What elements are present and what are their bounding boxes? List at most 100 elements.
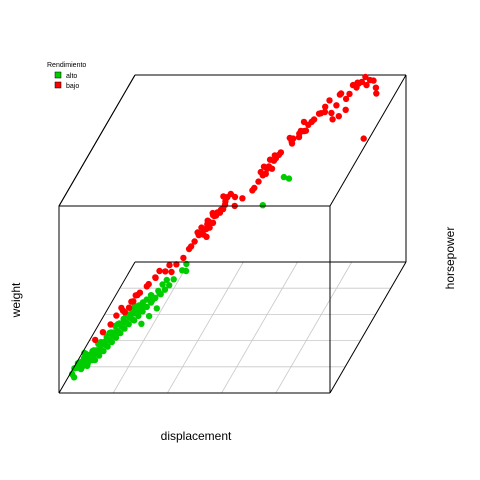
data-point-bajo <box>337 90 345 97</box>
data-point-bajo <box>329 116 336 123</box>
data-point-bajo <box>143 283 150 290</box>
data-point-bajo <box>362 73 369 81</box>
data-point-bajo <box>113 312 120 319</box>
data-point-bajo <box>168 268 175 276</box>
legend-title: Rendimiento <box>47 62 86 69</box>
data-point-alto <box>161 286 169 293</box>
data-point-alto <box>139 308 146 315</box>
data-point-bajo <box>92 336 99 344</box>
data-point-bajo <box>200 231 207 238</box>
x-axis-label: displacement <box>161 429 232 443</box>
box-edge <box>329 261 407 394</box>
data-point-alto <box>104 343 111 350</box>
data-point-bajo <box>206 224 213 231</box>
data-point-alto <box>95 352 103 359</box>
data-point-bajo <box>373 90 380 97</box>
data-point-alto <box>100 347 107 355</box>
data-point-bajo <box>162 268 169 275</box>
data-point-bajo <box>321 108 329 116</box>
data-point-bajo <box>209 211 217 219</box>
legend-label-bajo: bajo <box>66 83 79 90</box>
data-point-alto <box>112 334 120 341</box>
data-point-bajo <box>128 298 135 305</box>
data-point-alto <box>259 202 266 209</box>
data-point-bajo <box>191 238 198 245</box>
data-point-bajo <box>166 261 173 269</box>
data-point-alto <box>138 320 145 327</box>
data-point-bajo <box>271 152 278 159</box>
data-point-bajo <box>346 90 353 98</box>
data-point-alto <box>280 173 288 181</box>
data-point-alto <box>163 276 170 284</box>
data-point-bajo <box>152 274 159 281</box>
data-point-bajo <box>173 261 180 268</box>
data-point-alto <box>121 325 128 332</box>
data-point-alto <box>145 312 153 320</box>
grid-line <box>112 261 190 394</box>
data-point-bajo <box>119 307 127 314</box>
data-points <box>68 73 380 381</box>
legend: Rendimiento alto bajo <box>47 62 86 90</box>
data-point-bajo <box>239 195 246 202</box>
data-point-bajo <box>360 135 367 142</box>
data-point-alto <box>135 312 142 320</box>
data-point-bajo <box>310 116 318 123</box>
data-point-bajo <box>204 217 211 224</box>
data-point-bajo <box>286 134 293 142</box>
data-point-alto <box>108 338 116 346</box>
data-point-bajo <box>366 76 374 84</box>
data-point-bajo <box>125 304 133 311</box>
data-point-bajo <box>221 201 229 208</box>
data-point-bajo <box>333 102 340 109</box>
data-point-alto <box>285 175 293 182</box>
data-point-bajo <box>180 254 187 262</box>
data-point-bajo <box>187 243 195 250</box>
z-axis-label: horsepower <box>443 227 457 290</box>
data-point-bajo <box>107 321 114 328</box>
data-point-alto <box>77 365 85 373</box>
data-point-alto <box>182 267 190 275</box>
data-point-alto <box>70 374 78 381</box>
data-point-bajo <box>156 267 163 275</box>
data-point-bajo <box>363 81 370 89</box>
data-point-alto <box>159 281 166 288</box>
data-point-bajo <box>305 121 312 128</box>
data-point-bajo <box>326 97 333 104</box>
box-edge <box>58 261 136 394</box>
data-point-alto <box>152 294 159 302</box>
y-axis-label: weight <box>9 282 23 318</box>
data-point-bajo <box>322 103 329 111</box>
legend-label-alto: alto <box>66 73 77 80</box>
data-point-alto <box>166 282 173 289</box>
data-point-bajo <box>335 113 342 120</box>
data-point-bajo <box>224 194 231 201</box>
data-point-bajo <box>266 156 274 163</box>
data-point-bajo <box>288 140 296 147</box>
box-edge <box>329 74 407 207</box>
bounding-box-front <box>58 74 407 394</box>
data-point-bajo <box>295 133 303 141</box>
data-point-bajo <box>99 329 107 336</box>
data-point-alto <box>147 299 155 306</box>
legend-swatch-alto <box>54 71 62 79</box>
data-point-bajo <box>265 163 273 170</box>
data-point-alto <box>153 305 160 312</box>
legend-swatch-bajo <box>54 81 62 89</box>
data-point-alto <box>157 291 164 298</box>
data-point-alto <box>117 329 124 337</box>
data-point-alto <box>170 276 177 283</box>
bounding-box-back <box>58 74 407 394</box>
data-point-alto <box>84 362 91 370</box>
data-point-alto <box>143 303 150 311</box>
data-point-bajo <box>277 149 285 156</box>
grid-line <box>275 261 353 394</box>
data-point-bajo <box>328 109 335 117</box>
data-point-bajo <box>260 163 268 170</box>
data-point-bajo <box>132 292 139 299</box>
data-point-bajo <box>372 84 380 91</box>
data-point-bajo <box>259 172 266 179</box>
data-point-bajo <box>251 184 258 192</box>
data-point-bajo <box>300 127 308 135</box>
grid-line <box>221 261 298 394</box>
